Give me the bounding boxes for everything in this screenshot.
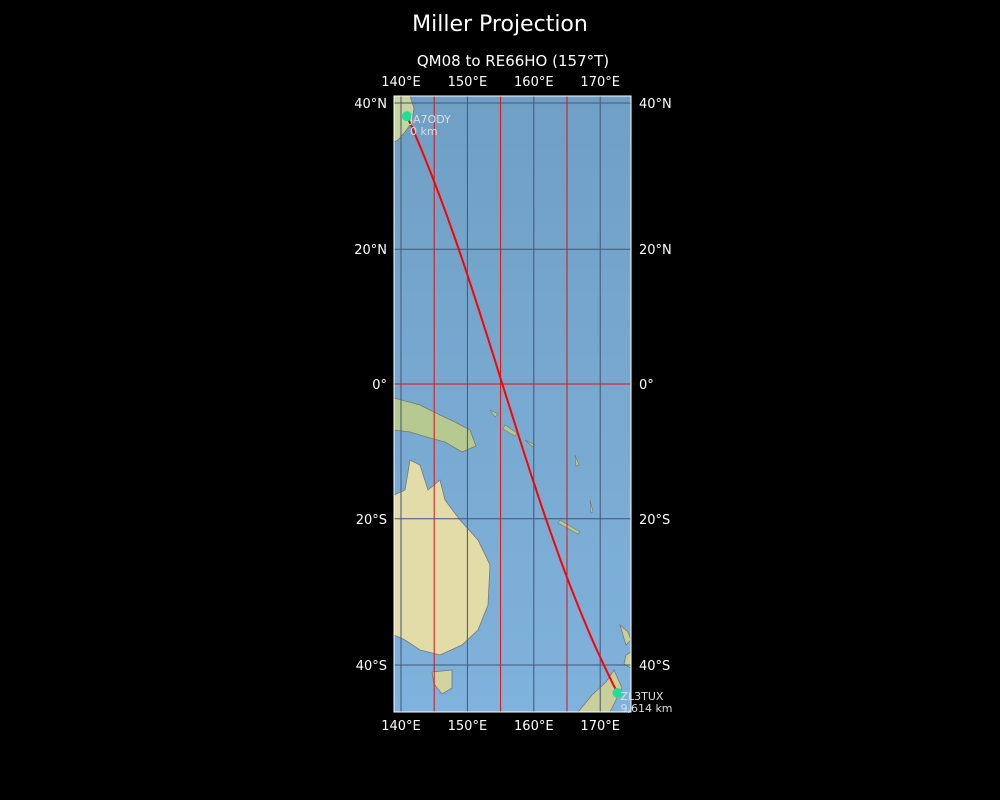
axis-ticks: 140°E 140°E 150°E 150°E 160°E 160°E 170°E 170°E… (354, 75, 672, 734)
lat-tick-label: 40°N (354, 97, 387, 112)
lon-tick-label: 160°E (514, 75, 554, 90)
lat-tick-label: 40°N (639, 97, 672, 112)
lat-tick-label: 20°N (354, 243, 387, 258)
station-marker (401, 111, 412, 122)
station-distance: 0 km (410, 125, 438, 138)
lon-tick-label: 140°E (381, 75, 421, 90)
station-callsign: ZL3TUX (620, 690, 663, 703)
great-circle-path (406, 115, 619, 694)
lat-tick-label: 0° (639, 378, 654, 393)
map-frame (393, 95, 632, 713)
lon-tick-label: 160°E (514, 719, 554, 734)
lat-tick-label: 20°S (639, 513, 670, 528)
land-new-guinea (394, 397, 477, 453)
lat-tick-label: 20°S (356, 513, 387, 528)
lon-tick-label: 150°E (448, 719, 488, 734)
station-marker (612, 687, 623, 698)
map-title: Miller Projection (412, 12, 588, 37)
lon-tick-label: 170°E (580, 719, 620, 734)
lat-tick-label: 40°S (639, 659, 670, 674)
station-distance: 9,614 km (620, 702, 672, 715)
land-australia (394, 459, 491, 656)
lat-tick-label: 0° (372, 378, 387, 393)
map-subtitle: QM08 to RE66HO (157°T) (416, 52, 610, 70)
station-callsign: JA7ODY (409, 113, 451, 126)
land-tasmania (431, 669, 453, 695)
lat-tick-label: 20°N (639, 243, 672, 258)
graticule (394, 96, 631, 712)
lat-tick-label: 40°S (356, 659, 387, 674)
lon-tick-label: 170°E (580, 75, 620, 90)
lon-tick-label: 150°E (448, 75, 488, 90)
lon-tick-label: 140°E (381, 719, 421, 734)
